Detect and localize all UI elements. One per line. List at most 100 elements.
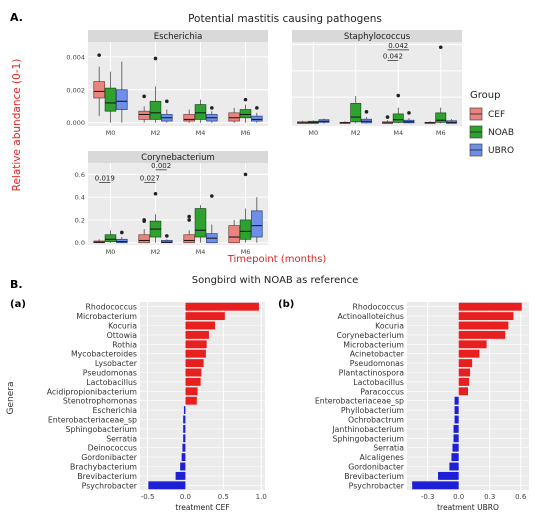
x-tick-label: 0.3 xyxy=(484,493,495,501)
outlier-point xyxy=(120,230,124,235)
x-tick-label: 0.0 xyxy=(453,493,464,501)
genus-label: Lysobacter xyxy=(95,359,138,368)
outlier-point xyxy=(243,97,248,102)
genus-label: Rothia xyxy=(112,340,137,349)
y-tick-label: 0.004 xyxy=(66,53,85,61)
genus-label: Psychrobacter xyxy=(349,481,405,490)
genus-label: Brevibacterium xyxy=(77,472,137,481)
box-noab xyxy=(239,219,252,240)
plot-background xyxy=(292,42,462,126)
genus-label: Sphingobacterium xyxy=(66,425,137,434)
staphylococcus-panel: Staphylococcus M0 M2 M4 M6 0.042 0.042 xyxy=(292,30,462,137)
x-tick-label: M6 xyxy=(241,248,251,256)
box-noab xyxy=(104,87,117,112)
genus-label: Sphingobacterium xyxy=(333,434,404,443)
genus-label: Enterobacteriaceae_sp xyxy=(315,397,404,406)
bar xyxy=(458,359,473,368)
genus-label: Acinetobacter xyxy=(350,350,405,359)
legend-label-ubro: UBRO xyxy=(488,146,514,156)
box-ubro xyxy=(116,238,128,244)
x-tick-label: M0 xyxy=(308,129,318,137)
bar xyxy=(451,453,459,462)
outlier-point xyxy=(210,106,214,110)
genus-label: Mycobacteroides xyxy=(71,350,137,359)
ubro-bar-chart: -0.3 0.0 0.3 0.6 RhodococcusActinoalloteichu… xyxy=(315,302,529,512)
genus-label: Serratia xyxy=(106,434,137,443)
box-ubro xyxy=(251,210,263,238)
panel-a-label: A. xyxy=(10,11,23,24)
bar xyxy=(183,424,186,433)
bar xyxy=(458,330,506,339)
bar xyxy=(458,368,471,377)
y-tick-label: 0.4 xyxy=(75,194,85,202)
legend: Group CEF NOAB UBRO xyxy=(469,90,514,157)
box-cef xyxy=(183,114,195,122)
genus-label: Lactobacillus xyxy=(86,378,137,387)
genera-axis-label: Genera xyxy=(6,382,16,415)
genus-label: Microbacterium xyxy=(76,312,137,321)
bar xyxy=(454,415,459,424)
bar xyxy=(412,481,459,490)
bar xyxy=(183,434,186,443)
bar xyxy=(185,302,259,311)
bar xyxy=(454,396,459,405)
outlier-point xyxy=(153,56,158,61)
x-tick-label: M6 xyxy=(241,129,251,137)
genus-label: Paracoccus xyxy=(360,387,404,396)
x-tick-label: 0.0 xyxy=(180,493,191,501)
bar xyxy=(183,406,186,415)
legend-label-noab: NOAB xyxy=(488,128,514,138)
genus-label: Kocuria xyxy=(375,322,404,331)
bar xyxy=(453,424,459,433)
genus-label: Rhodococcus xyxy=(86,303,137,312)
box-cef xyxy=(228,112,240,122)
bar xyxy=(185,359,204,368)
escherichia-panel: Escherichia 0.000 0.002 0.004 M0 M2 M4 M6 xyxy=(66,30,268,137)
bar xyxy=(182,443,186,452)
genus-label: Ochrobactrum xyxy=(348,416,404,425)
bar xyxy=(458,302,522,311)
outlier-point xyxy=(385,115,390,119)
bar xyxy=(185,312,225,321)
x-tick-label: M4 xyxy=(196,129,206,137)
outlier-point xyxy=(364,110,369,114)
genus-label: Pseudomonas xyxy=(350,359,404,368)
y-tick-label: 0.6 xyxy=(75,171,85,179)
box-noab xyxy=(149,100,162,120)
genus-label: Serratia xyxy=(373,444,404,453)
y-tick-label: 0.2 xyxy=(75,216,85,224)
genus-label: Janthinobacterium xyxy=(331,425,404,434)
x-tick-label: M4 xyxy=(196,248,206,256)
bar xyxy=(458,349,480,358)
box-noab xyxy=(194,208,207,238)
bar xyxy=(148,481,186,490)
bar xyxy=(185,396,197,405)
x-tick-label: M2 xyxy=(151,129,161,137)
genus-label: Pseudomonas xyxy=(83,369,137,378)
bar xyxy=(180,462,186,471)
box-ubro xyxy=(116,89,128,110)
outlier-point xyxy=(165,234,169,238)
genus-label: Brevibacterium xyxy=(344,472,404,481)
panel-b-label: B. xyxy=(10,278,23,291)
genus-label: Gordonibacter xyxy=(81,453,138,462)
box-cef xyxy=(93,81,105,99)
plot-background xyxy=(88,42,268,126)
legend-title: Group xyxy=(470,90,500,101)
genus-label: Rhodococcus xyxy=(353,303,404,312)
genus-label: Deinococcus xyxy=(88,444,137,453)
x-tick-label: M6 xyxy=(436,129,446,137)
bar xyxy=(181,453,186,462)
facet-title: Corynebacterium xyxy=(141,153,215,163)
bar xyxy=(458,387,468,396)
outlier-point xyxy=(165,99,169,104)
bar xyxy=(458,321,509,330)
cef-bar-chart: -0.5 0.0 0.5 1.0 RhodococcusMicrobacteriumKo… xyxy=(47,302,267,512)
x-tick-label: M2 xyxy=(351,129,361,137)
x-tick-label: M0 xyxy=(106,248,116,256)
panel-a-title: Potential mastitis causing pathogens xyxy=(188,13,382,25)
bar xyxy=(185,387,198,396)
x-axis-label: treatment UBRO xyxy=(437,503,499,512)
box-cef xyxy=(183,234,195,244)
